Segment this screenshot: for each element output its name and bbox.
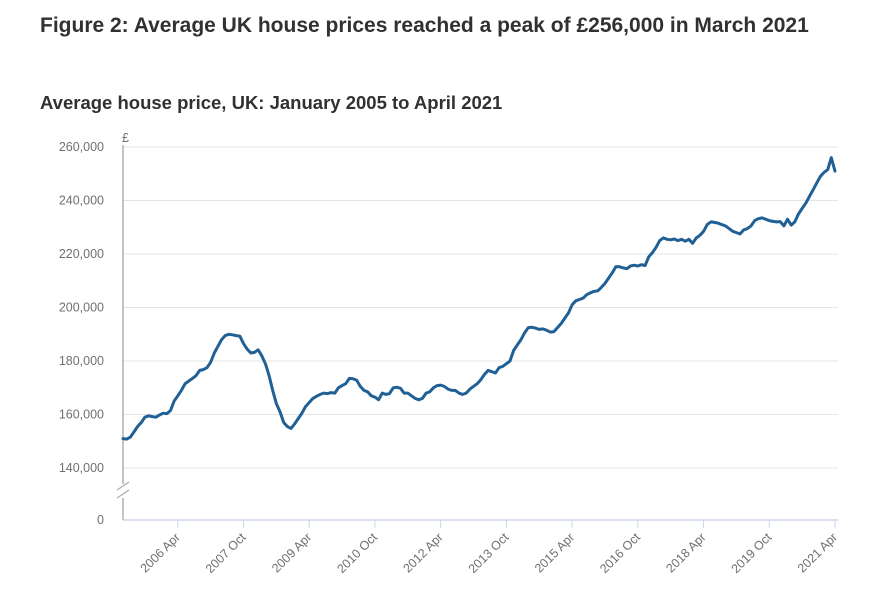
series-line (121, 156, 837, 441)
y-tick-label: 0 (97, 513, 104, 527)
y-tick-label: 240,000 (59, 194, 104, 208)
axis-break-mark (116, 481, 130, 491)
x-tick-label: 2010 Oct (334, 530, 380, 576)
figure-title: Figure 2: Average UK house prices reache… (40, 14, 809, 37)
y-tick-label: 200,000 (59, 301, 104, 315)
y-axis: £ 0 140,000 160,000 180,000 200,000 220,000 24… (59, 131, 130, 527)
y-tick-label: 220,000 (59, 247, 104, 261)
x-tick-label: 2012 Apr (400, 530, 445, 575)
x-tick-label: 2015 Apr (532, 530, 577, 575)
x-tick-label: 2019 Oct (729, 530, 775, 576)
y-unit-label: £ (122, 131, 129, 145)
x-tick-label: 2016 Oct (597, 530, 643, 576)
y-tick-label: 140,000 (59, 461, 104, 475)
chart-subtitle: Average house price, UK: January 2005 to… (40, 92, 503, 113)
x-tick-label: 2006 Apr (138, 530, 183, 575)
y-tick-label: 160,000 (59, 408, 104, 422)
y-tick-label: 260,000 (59, 140, 104, 154)
series (121, 156, 837, 441)
x-tick-label: 2013 Oct (466, 530, 512, 576)
axis-break-mark (116, 489, 130, 499)
x-tick-label: 2009 Apr (269, 530, 314, 575)
x-axis: 2006 Apr 2007 Oct 2009 Apr 2010 Oct 2012 Apr… (123, 519, 840, 576)
gridlines (123, 146, 838, 469)
y-tick-label: 180,000 (59, 354, 104, 368)
x-tick-label: 2018 Apr (663, 530, 708, 575)
x-tick-label: 2007 Oct (203, 530, 249, 576)
x-tick-label: 2021 Apr (795, 530, 840, 575)
